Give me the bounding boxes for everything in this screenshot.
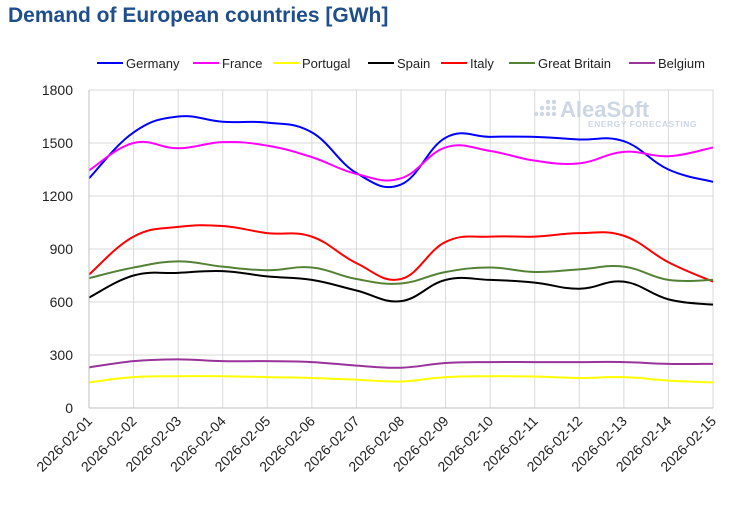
- series-layer: [88, 115, 714, 384]
- logo-dot: [551, 99, 557, 105]
- legend-label-italy: Italy: [470, 56, 494, 71]
- y-tick-label: 900: [50, 241, 74, 257]
- y-tick-label: 1500: [42, 135, 73, 151]
- legend-label-belgium: Belgium: [658, 56, 705, 71]
- axes: [88, 90, 713, 409]
- aleasoft-watermark: AleaSoft ENERGY FORECASTING: [533, 97, 697, 129]
- legend-label-spain: Spain: [397, 56, 430, 71]
- logo-dot: [551, 105, 557, 111]
- logo-dot: [539, 105, 545, 111]
- y-tick-label: 1800: [42, 82, 73, 98]
- logo-dot: [545, 105, 551, 111]
- logo-dot: [545, 99, 551, 105]
- y-axis-ticks: 0 300 600 900 1200 1500 1800: [42, 82, 73, 416]
- series-line-belgium: [88, 358, 714, 369]
- series-line-france: [88, 140, 714, 182]
- y-tick-label: 1200: [42, 188, 73, 204]
- legend-label-great-britain: Great Britain: [538, 56, 611, 71]
- series-line-italy: [88, 224, 714, 283]
- y-tick-label: 0: [65, 400, 73, 416]
- watermark-tagline: ENERGY FORECASTING: [588, 119, 697, 129]
- x-axis-ticks: 2026-02-012026-02-022026-02-032026-02-04…: [33, 413, 719, 475]
- legend: Germany France Portugal Spain Italy Great Bri…: [97, 56, 705, 71]
- legend-label-germany: Germany: [126, 56, 180, 71]
- series-line-spain: [88, 269, 714, 306]
- logo-dot: [533, 111, 539, 117]
- y-tick-label: 600: [50, 294, 74, 310]
- aleasoft-logo-icon: [533, 99, 557, 117]
- logo-dot: [551, 111, 557, 117]
- logo-dot: [545, 111, 551, 117]
- logo-dot: [539, 111, 545, 117]
- chart-title: Demand of European countries [GWh]: [8, 4, 389, 27]
- grid-lines: [89, 89, 714, 408]
- y-tick-label: 300: [50, 347, 74, 363]
- watermark-brand: AleaSoft: [560, 97, 650, 122]
- series-line-portugal: [88, 375, 714, 384]
- series-line-germany: [88, 115, 714, 189]
- series-line-great-britain: [88, 260, 714, 285]
- legend-label-france: France: [222, 56, 262, 71]
- legend-label-portugal: Portugal: [302, 56, 351, 71]
